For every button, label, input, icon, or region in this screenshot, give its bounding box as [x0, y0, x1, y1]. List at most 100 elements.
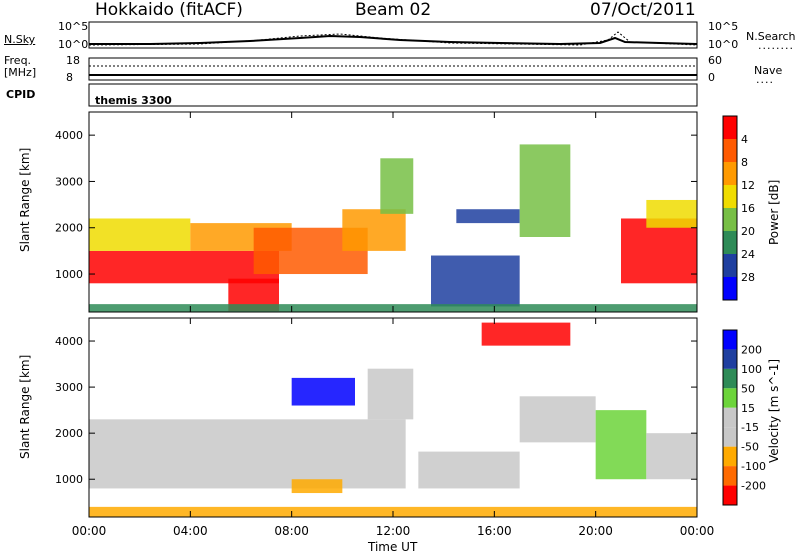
velocity-colorbar: 200 100 50 15 -15 -50 -100 -200: [722, 329, 766, 506]
y-tick-label: 1000: [55, 268, 83, 281]
freq-unit: [MHz]: [4, 66, 37, 79]
y-tick-label: 1000: [55, 473, 83, 486]
colorbar-tick-label: 15: [741, 402, 755, 415]
beam-title: Beam 02: [355, 0, 432, 20]
heatmap-cell: [89, 250, 279, 284]
heatmap-cell: [646, 199, 697, 228]
freq-tick-low: 8: [66, 71, 73, 84]
colorbar-swatch: [723, 208, 737, 231]
heatmap-cell: [342, 209, 406, 251]
power-ylabel: Slant Range [km]: [18, 147, 32, 252]
heatmap-cell: [291, 479, 343, 494]
power-heatmap: 1000 2000 3000 4000: [55, 111, 698, 313]
colorbar-swatch: [723, 231, 737, 254]
cpid-panel: [88, 83, 698, 107]
y-tick-label: 4000: [55, 335, 83, 348]
nsky-tick-high: 10^5: [58, 20, 89, 33]
x-tick-label: 00:00: [680, 524, 715, 538]
nsearch-legend: ········: [758, 42, 794, 55]
x-axis-label: Time UT: [368, 540, 418, 554]
cpid-label: CPID: [6, 88, 36, 101]
colorbar-swatch: [723, 427, 737, 447]
colorbar-tick-label: 16: [741, 202, 755, 215]
colorbar-tick-label: 8: [741, 156, 748, 169]
heatmap-cell: [89, 218, 191, 251]
nsky-panel: [88, 21, 698, 49]
velocity-colorbar-label: Velocity [m s^-1]: [767, 358, 781, 463]
y-tick-label: 3000: [55, 175, 83, 188]
heatmap-cell: [595, 410, 647, 480]
colorbar-tick-label: 28: [741, 271, 755, 284]
colorbar-swatch: [723, 162, 737, 185]
heatmap-cell: [291, 377, 355, 406]
heatmap-cell: [646, 433, 697, 480]
heatmap-cell: [519, 396, 596, 443]
colorbar-tick-label: -15: [741, 421, 759, 434]
colorbar-tick-label: 50: [741, 382, 755, 395]
colorbar-swatch: [723, 466, 737, 486]
colorbar-swatch: [723, 485, 737, 505]
colorbar-swatch: [723, 139, 737, 162]
heatmap-cell: [367, 368, 414, 420]
colorbar-tick-label: 12: [741, 179, 755, 192]
colorbar-tick-label: 20: [741, 225, 755, 238]
colorbar-swatch: [723, 368, 737, 389]
colorbar-swatch: [723, 388, 737, 408]
colorbar-swatch: [723, 277, 737, 300]
nave-label: Nave: [754, 64, 783, 77]
nsky-label: N.Sky: [4, 33, 36, 46]
freq-tick-high: 18: [66, 54, 80, 67]
freq-label: Freq.: [4, 54, 32, 67]
heatmap-cell: [89, 419, 406, 489]
velocity-ylabel: Slant Range [km]: [18, 354, 32, 459]
colorbar-tick-label: 4: [741, 133, 748, 146]
x-tick-label: 20:00: [578, 524, 613, 538]
colorbar-swatch: [723, 446, 737, 467]
nsky-tick-low: 10^0: [58, 38, 89, 51]
colorbar-tick-label: -200: [741, 480, 766, 493]
colorbar-tick-label: 24: [741, 248, 755, 261]
y-tick-label: 4000: [55, 129, 83, 142]
heatmap-cell: [456, 209, 520, 224]
x-tick-label: 08:00: [274, 524, 309, 538]
heatmap-cell: [519, 144, 571, 237]
colorbar-tick-label: 100: [741, 363, 762, 376]
nsearch-tick-low: 10^0: [708, 38, 739, 51]
heatmap-cell: [418, 451, 520, 489]
colorbar-tick-label: -50: [741, 441, 759, 454]
power-colorbar-label: Power [dB]: [767, 179, 781, 245]
power-colorbar: 4 8 12 16 20 24 28: [722, 115, 755, 301]
heatmap-cell: [481, 322, 571, 346]
x-tick-label: 00:00: [72, 524, 107, 538]
colorbar-swatch: [723, 116, 737, 139]
nsearch-label: N.Search: [746, 30, 796, 43]
y-tick-label: 3000: [55, 381, 83, 394]
nave-tick-low: 0: [708, 71, 715, 84]
colorbar-swatch: [723, 185, 737, 208]
x-tick-label: 16:00: [477, 524, 512, 538]
heatmap-cell: [380, 158, 414, 214]
velocity-heatmap: 1000 2000 3000 4000 00:00 04:00 08:00 12:00 16:0…: [55, 317, 715, 538]
colorbar-tick-label: 200: [741, 343, 762, 356]
x-tick-label: 04:00: [173, 524, 208, 538]
x-tick-label: 12:00: [376, 524, 411, 538]
nave-tick-high: 60: [708, 54, 722, 67]
y-tick-label: 2000: [55, 222, 83, 235]
freq-nave-panel: [88, 57, 698, 81]
nsky-trace: [89, 34, 698, 46]
colorbar-swatch: [723, 407, 737, 428]
colorbar-swatch: [723, 330, 737, 350]
date-title: 07/Oct/2011: [590, 0, 696, 20]
heatmap-cell: [431, 255, 520, 307]
station-title: Hokkaido (fitACF): [95, 0, 243, 20]
colorbar-tick-label: -100: [741, 460, 766, 473]
colorbar-swatch: [723, 349, 737, 369]
y-tick-label: 2000: [55, 427, 83, 440]
heatmap-cell: [621, 218, 697, 284]
cpid-value: themis 3300: [95, 94, 172, 107]
nsearch-trace: [88, 31, 698, 46]
nave-legend: ····: [756, 76, 774, 89]
colorbar-swatch: [723, 254, 737, 277]
nsearch-tick-high: 10^5: [708, 20, 739, 33]
